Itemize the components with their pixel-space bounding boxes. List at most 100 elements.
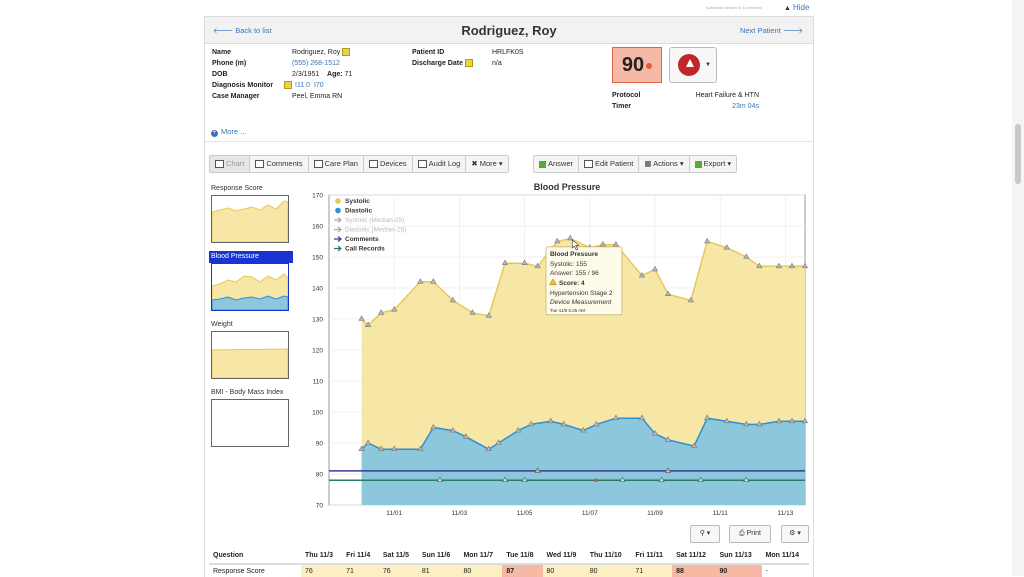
triangle-up-icon: ▲ xyxy=(784,5,791,12)
table-cell: 71 xyxy=(631,564,673,577)
settings-button[interactable]: ⚙ ▾ xyxy=(781,525,809,543)
systolic-point xyxy=(612,241,620,247)
systolic-point xyxy=(723,244,730,250)
call-marker xyxy=(619,476,626,482)
table-cell: 87 xyxy=(502,564,543,577)
diastolic-point xyxy=(788,417,796,424)
tooltip-time: Tue 11/8 6:25 AM xyxy=(550,308,585,313)
back-to-list-link[interactable]: 🡐 Back to list xyxy=(213,26,272,35)
systolic-point xyxy=(417,278,424,284)
call-marker xyxy=(743,476,750,482)
timer-label: Timer xyxy=(612,103,631,110)
legend-entry: Diastolic xyxy=(345,208,372,215)
row-label: Response Score xyxy=(209,564,301,577)
binoculars-button[interactable]: ⚲ ▾ xyxy=(690,525,720,543)
diastolic-point xyxy=(449,427,457,433)
systolic-point xyxy=(638,272,646,278)
note-icon[interactable] xyxy=(284,81,292,90)
age-value: 71 xyxy=(344,71,353,78)
alert-dropdown-button[interactable]: ▼ xyxy=(669,47,717,83)
tooltip-stage: Hypertension Stage 2 xyxy=(550,290,613,297)
column-header-question: Question xyxy=(209,547,301,565)
patient-info-values: Rodriguez, Roy (555) 268-1512 2/3/1951 A… xyxy=(284,47,353,102)
diagnosis-code[interactable]: I70 xyxy=(313,82,324,89)
page-scrollbar[interactable] xyxy=(1012,0,1024,576)
caret-down-icon: ▾ xyxy=(727,159,732,168)
hide-link[interactable]: ▲ Hide xyxy=(784,3,810,12)
discharge-label: Discharge Date xyxy=(412,60,463,67)
thumb-response-score[interactable] xyxy=(211,195,289,243)
scrollbar-thumb[interactable] xyxy=(1015,124,1021,184)
print-button[interactable]: ⎙ Print xyxy=(729,525,771,543)
tab-care-plan[interactable]: Care Plan xyxy=(307,155,363,173)
thumb-label-blood-pressure: Blood Pressure xyxy=(209,251,293,263)
diastolic-point xyxy=(691,442,698,448)
answer-button[interactable]: Answer xyxy=(533,155,579,173)
case-manager-label: Case Manager xyxy=(212,93,260,100)
legend-marker xyxy=(334,245,342,252)
patient-id-values: HRLFK0S n/a xyxy=(492,47,524,69)
next-patient-link[interactable]: Next Patient 🡒 xyxy=(739,26,803,35)
y-tick-label: 120 xyxy=(312,348,323,355)
protocol-values: Heart Failure & HTN 23m 04s xyxy=(625,90,759,112)
thumb-blood-pressure[interactable] xyxy=(211,263,289,311)
chart-icon xyxy=(215,160,224,169)
legend-entry: Systolic xyxy=(345,198,370,205)
table-row: Response Score 76 71 76 81 80 87 80 80 71 88 90- xyxy=(209,564,809,577)
legend-entry: Diastolic (Median-25) xyxy=(345,227,406,234)
table-cell: 90 xyxy=(715,564,762,577)
tab-comments[interactable]: Comments xyxy=(249,155,308,173)
diastolic-point xyxy=(485,445,492,451)
legend-marker xyxy=(334,226,342,233)
thumb-weight[interactable] xyxy=(211,331,289,379)
thumb-weight-svg xyxy=(212,348,288,378)
diastolic-point xyxy=(704,414,711,420)
name-value: Rodriguez, Roy xyxy=(292,49,341,56)
table-cell: 71 xyxy=(342,564,379,577)
column-header-day: Tue 11/8 xyxy=(502,547,543,565)
x-tick-label: 11/03 xyxy=(452,510,468,517)
legend-marker xyxy=(335,198,341,204)
diagnosis-code[interactable]: I11.0 xyxy=(295,82,311,89)
phone-value[interactable]: (555) 268-1512 xyxy=(292,60,340,67)
export-button[interactable]: Export ▾ xyxy=(688,155,738,173)
protocol-labels: Protocol Timer xyxy=(612,90,640,112)
tab-more[interactable]: ✖ More ▾ xyxy=(465,155,509,173)
column-header-day: Sun 11/13 xyxy=(715,547,762,565)
systolic-point xyxy=(687,296,695,303)
protocol-value: Heart Failure & HTN xyxy=(695,92,759,99)
call-marker xyxy=(521,476,528,482)
actions-button[interactable]: ▦ Actions ▾ xyxy=(638,155,689,173)
diastolic-point xyxy=(638,414,646,420)
edit-patient-button[interactable]: Edit Patient xyxy=(578,155,639,173)
column-header-day: Wed 11/9 xyxy=(542,547,586,565)
export-icon xyxy=(694,160,702,168)
tab-chart[interactable]: Chart xyxy=(209,155,250,173)
diastolic-point xyxy=(612,414,620,420)
y-tick-label: 130 xyxy=(312,317,323,324)
diastolic-point xyxy=(801,417,809,424)
diagnosis-label: Diagnosis Monitor xyxy=(212,82,274,89)
warning-icon xyxy=(549,278,557,286)
column-header-day: Sun 11/6 xyxy=(417,547,460,565)
systolic-point xyxy=(391,306,398,312)
call-marker xyxy=(501,476,509,482)
more-info-link[interactable]: + More ... xyxy=(211,127,247,137)
autosave-note: Automatic detach in 10 minutes xyxy=(706,5,762,10)
tab-audit-log[interactable]: Audit Log xyxy=(411,155,466,173)
blood-pressure-chart[interactable]: Blood Pressure 70 80 90 100 110 120 130 140 150 16… xyxy=(295,177,811,527)
tooltip-systolic: Systolic: 155 xyxy=(550,261,587,268)
column-header-day: Mon 11/14 xyxy=(761,547,809,565)
divider xyxy=(205,141,813,142)
column-header-day: Fri 11/4 xyxy=(342,547,379,565)
legend-entry: Systolic (Median-25) xyxy=(345,217,404,224)
diastolic-point xyxy=(651,430,659,436)
patient-id-value: HRLFK0S xyxy=(492,49,524,56)
x-tick-label: 11/09 xyxy=(647,510,663,517)
systolic-point xyxy=(534,262,541,269)
tab-devices[interactable]: Devices xyxy=(362,155,412,173)
note-icon[interactable] xyxy=(342,48,351,57)
diastolic-point xyxy=(560,420,567,427)
note-icon[interactable] xyxy=(464,59,473,68)
thumb-bmi[interactable] xyxy=(211,399,289,447)
